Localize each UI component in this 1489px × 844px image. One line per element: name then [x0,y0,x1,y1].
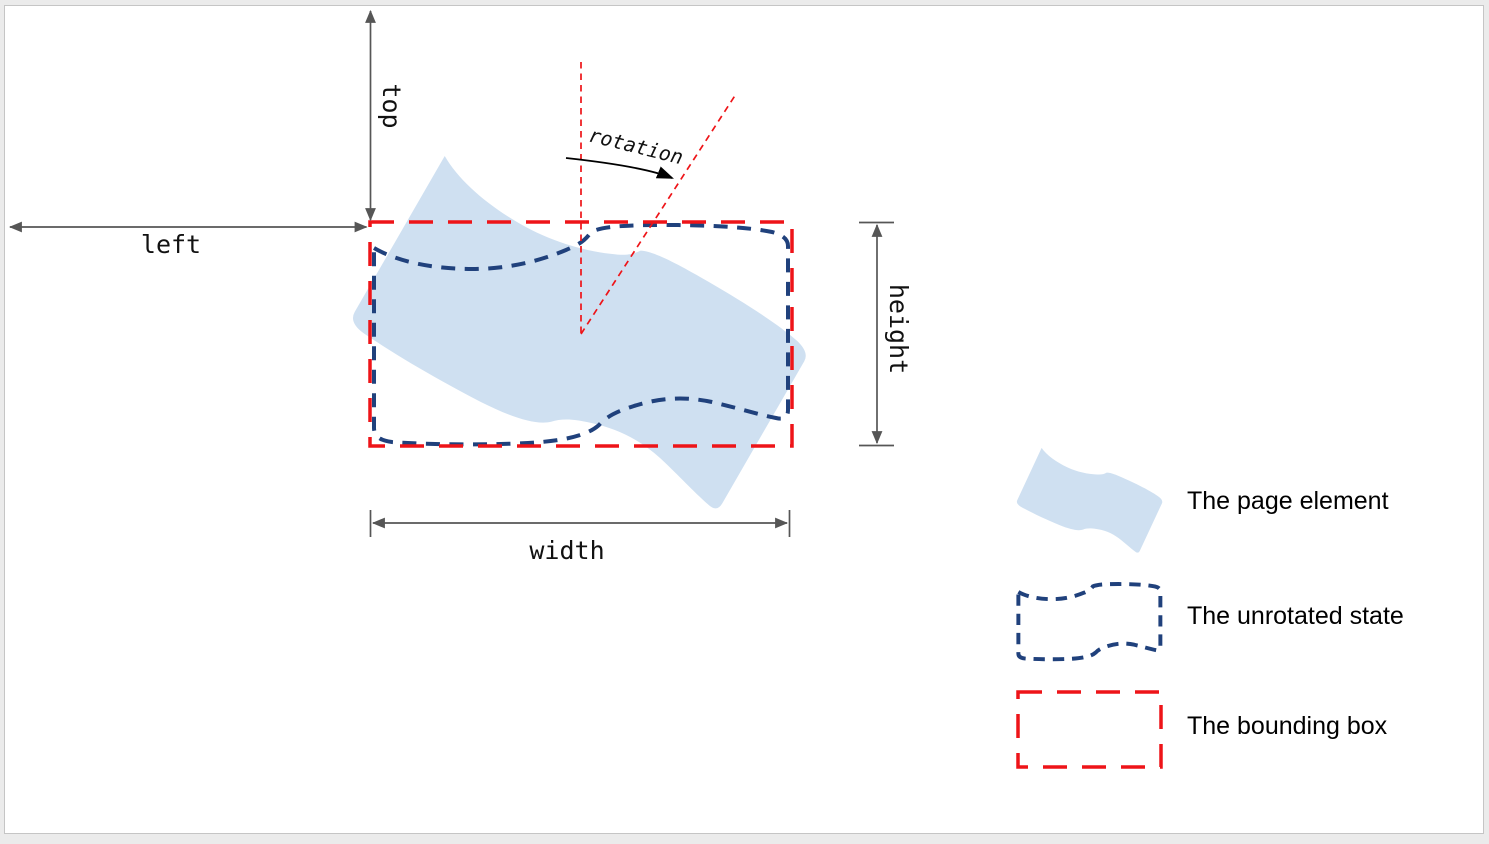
width-label: width [529,536,605,565]
rotation-arc-arrow [565,157,674,179]
legend-swatch-unrotated-state [1016,582,1163,662]
rotated-axis-line [580,93,737,335]
legend-label-bounding-box: The bounding box [1187,712,1388,740]
page-element-shape [346,136,815,534]
legend-label-unrotated-state: The unrotated state [1187,602,1404,630]
top-label: top [377,83,406,129]
legend-swatch-bounding-box [1016,690,1163,769]
bounding-box-rect [368,220,794,448]
legend-label-page-element: The page element [1187,487,1389,515]
left-label: left [140,230,202,259]
legend-swatch-page-element [1015,441,1165,561]
height-label: height [884,283,913,375]
